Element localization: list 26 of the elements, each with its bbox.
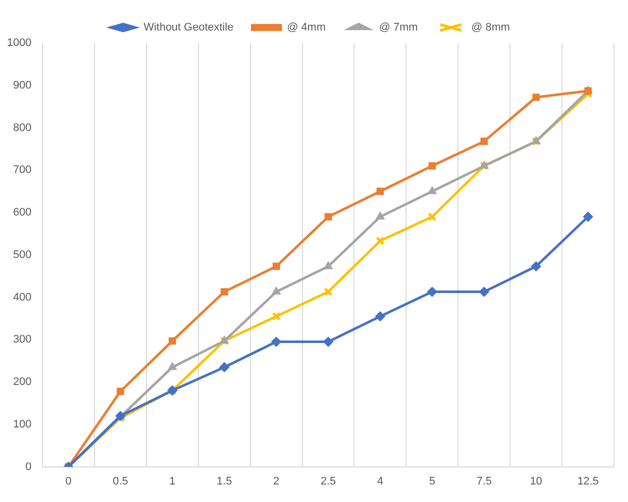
x-tick-label: 0.5 — [112, 475, 128, 488]
y-tick-label: 400 — [13, 291, 32, 304]
y-tick-label: 1000 — [6, 37, 32, 50]
x-tick-label: 1 — [169, 475, 176, 488]
y-tick-label: 600 — [13, 206, 32, 219]
y-tick-label: 500 — [13, 248, 32, 261]
x-tick-label: 12.5 — [577, 475, 599, 488]
x-tick-label: 5 — [429, 475, 436, 488]
y-tick-label: 200 — [13, 376, 32, 388]
x-tick-label: 4 — [377, 475, 384, 488]
y-tick-label: 100 — [13, 418, 32, 430]
y-tick-label: 0 — [25, 460, 32, 473]
legend-label: @ 8mm — [471, 22, 510, 34]
y-tick-label: 700 — [13, 164, 32, 176]
legend-label: @ 7mm — [379, 22, 418, 34]
y-tick-label: 900 — [13, 79, 32, 92]
legend-label: Without Geotextile — [144, 22, 234, 34]
x-tick-label: 2.5 — [320, 475, 336, 488]
x-tick-label: 0 — [65, 475, 72, 488]
x-tick-label: 7.5 — [476, 475, 492, 488]
x-tick-label: 10 — [530, 475, 542, 488]
x-tick-label: 2 — [273, 475, 280, 488]
y-tick-label: 300 — [13, 334, 32, 346]
x-tick-label: 1.5 — [216, 475, 232, 488]
y-tick-label: 800 — [13, 122, 32, 134]
legend-label: @ 4mm — [286, 22, 326, 34]
